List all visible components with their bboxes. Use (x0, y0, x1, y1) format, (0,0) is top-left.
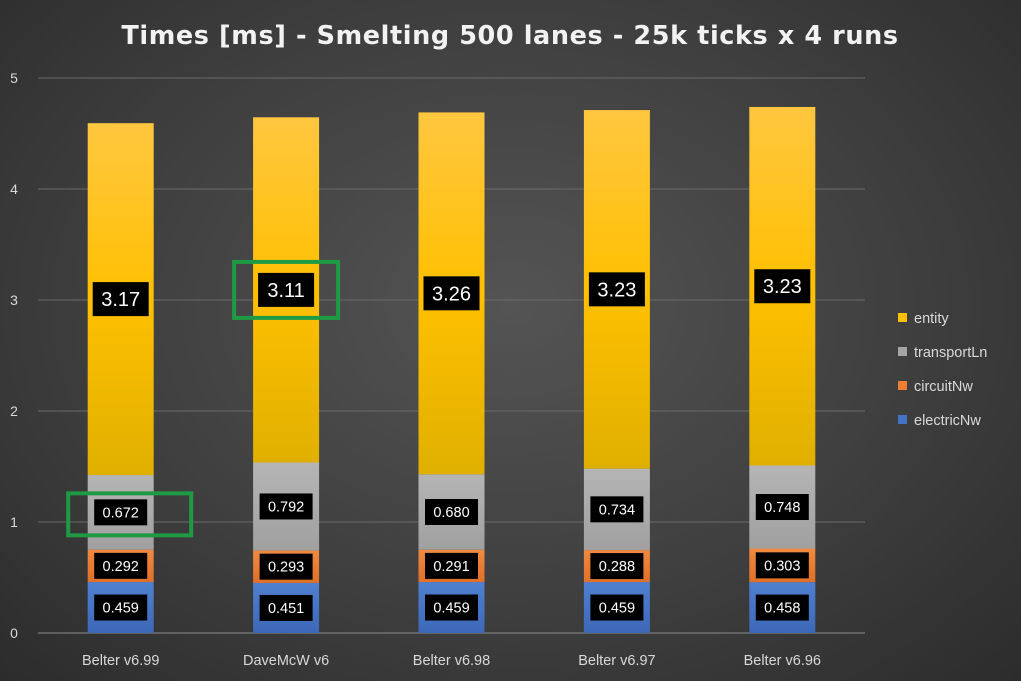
x-tick-label: DaveMcW v6 (243, 653, 329, 669)
data-label: 0.459 (103, 601, 139, 617)
data-label: 0.459 (433, 601, 469, 617)
highlight-box (232, 259, 341, 320)
data-label-box (588, 272, 645, 307)
data-label-box (94, 552, 148, 579)
legend-label: electricNw (914, 413, 981, 429)
y-tick-label: 1 (10, 514, 18, 530)
data-label-box (94, 594, 148, 621)
data-label-box (425, 552, 478, 579)
highlight-box (66, 491, 194, 538)
data-label: 0.451 (268, 601, 304, 617)
legend-swatch (898, 415, 907, 424)
data-label: 3.23 (597, 279, 636, 301)
x-tick-label: Belter v6.98 (413, 653, 490, 669)
legend-swatch (898, 347, 907, 356)
data-label: 0.748 (764, 500, 800, 516)
data-label: 0.292 (103, 559, 139, 575)
data-label-box (423, 276, 480, 311)
data-label-box (94, 499, 148, 526)
data-label: 0.303 (764, 558, 800, 574)
data-label: 0.291 (433, 559, 469, 575)
data-label-box (259, 594, 313, 621)
legend-swatch (898, 313, 907, 322)
data-label: 3.23 (763, 276, 802, 298)
y-tick-label: 5 (10, 70, 18, 86)
y-tick-label: 3 (10, 292, 18, 308)
data-label-box (755, 552, 809, 579)
data-labels: 0.459 0.292 0.672 3.17 0.451 0.293 0.792 3.11 0.… (92, 269, 811, 621)
legend-label: transportLn (914, 345, 987, 361)
data-label: 3.11 (267, 280, 304, 302)
data-label-box (590, 553, 644, 580)
data-label: 0.288 (599, 559, 635, 575)
data-label: 0.458 (764, 601, 800, 617)
data-label-box (590, 496, 644, 523)
y-tick-label: 4 (10, 181, 18, 197)
legend-label: circuitNw (914, 379, 973, 395)
chart-title: Times [ms] - Smelting 500 lanes - 25k ti… (121, 21, 898, 51)
data-label: 0.792 (268, 499, 304, 515)
y-tick-label: 2 (10, 403, 18, 419)
x-tick-label: Belter v6.99 (82, 653, 159, 669)
data-label-box (590, 594, 644, 621)
data-label: 0.680 (433, 505, 469, 521)
axes: 0 1 2 3 4 5 Belter v6.99 DaveMcW v6 Belter v6.98… (10, 70, 865, 669)
data-label-box (259, 553, 313, 580)
data-label-box (425, 594, 478, 621)
data-label-box (755, 494, 809, 521)
data-label: 0.734 (599, 502, 635, 518)
highlight-boxes (66, 259, 341, 538)
y-tick-label: 0 (10, 625, 18, 641)
legend-swatch (898, 381, 907, 390)
data-label-box (259, 493, 313, 520)
x-tick-label: Belter v6.97 (578, 653, 655, 669)
data-label-box (754, 269, 811, 304)
data-label-box (258, 272, 315, 307)
data-label: 0.672 (103, 505, 139, 521)
data-label: 0.293 (268, 560, 304, 576)
data-label-box (755, 594, 809, 621)
x-tick-label: Belter v6.96 (744, 653, 821, 669)
data-label: 3.17 (101, 289, 140, 311)
legend: entity transportLn circuitNw electricNw (898, 311, 987, 429)
data-label-box (92, 282, 149, 317)
legend-label: entity (914, 311, 949, 327)
data-label: 0.459 (599, 601, 635, 617)
data-label-box (425, 499, 478, 526)
data-label: 3.26 (432, 283, 471, 305)
